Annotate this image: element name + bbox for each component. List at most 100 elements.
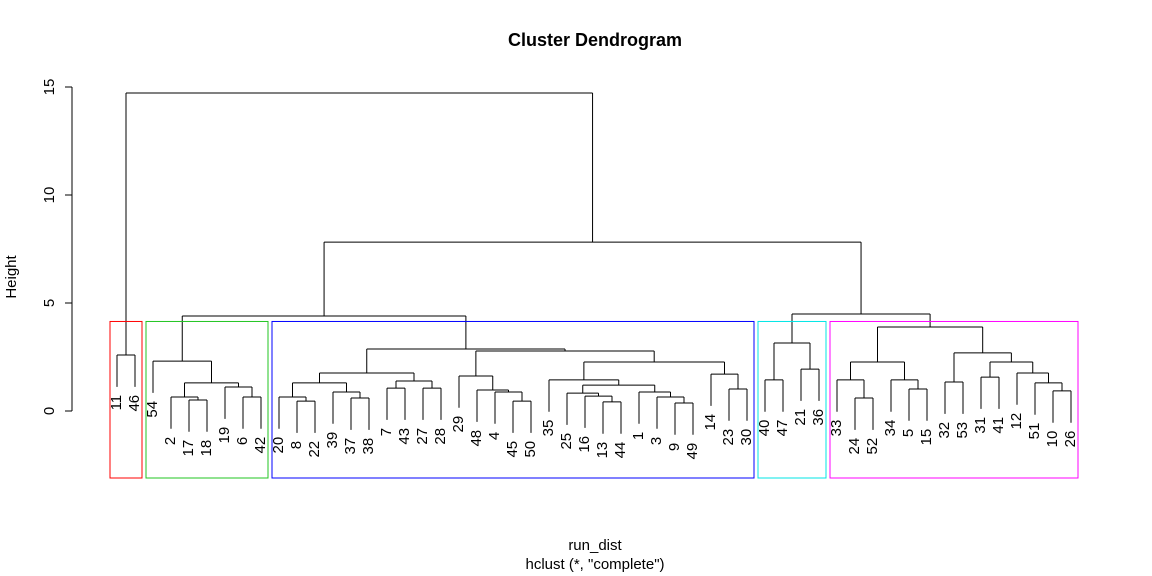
branch bbox=[494, 391, 523, 424]
branch bbox=[989, 361, 1034, 378]
leaf-label: 22 bbox=[306, 441, 323, 458]
chart-title: Cluster Dendrogram bbox=[508, 30, 682, 50]
branch bbox=[170, 396, 199, 429]
branch bbox=[548, 379, 620, 412]
x-axis-label: run_dist bbox=[568, 537, 622, 554]
leaf-label: 23 bbox=[720, 429, 737, 446]
subtitle: hclust (*, "complete") bbox=[525, 556, 664, 573]
branch bbox=[458, 375, 494, 408]
branch bbox=[566, 392, 599, 425]
branch bbox=[854, 397, 874, 430]
branch bbox=[386, 387, 406, 420]
leaf-label: 44 bbox=[612, 442, 629, 459]
branch bbox=[791, 313, 931, 343]
branch bbox=[584, 395, 613, 428]
branch bbox=[366, 348, 566, 373]
leaf-label: 10 bbox=[1044, 431, 1061, 448]
branch bbox=[773, 342, 811, 380]
leaf-label: 18 bbox=[198, 440, 215, 457]
y-tick-label: 0 bbox=[41, 407, 58, 415]
leaf-label: 2 bbox=[162, 437, 179, 445]
branch bbox=[125, 92, 594, 356]
leaf-label: 48 bbox=[468, 430, 485, 447]
branch bbox=[184, 382, 239, 397]
branch bbox=[323, 241, 862, 316]
branch bbox=[980, 376, 1000, 409]
branch bbox=[395, 380, 433, 389]
cluster-box bbox=[109, 320, 143, 479]
branch bbox=[656, 396, 685, 429]
leaf-label: 1 bbox=[630, 432, 647, 440]
leaf-label: 3 bbox=[648, 437, 665, 445]
leaf-label: 33 bbox=[828, 420, 845, 437]
leaf-label: 46 bbox=[126, 395, 143, 412]
branch bbox=[944, 381, 964, 414]
y-tick-label: 15 bbox=[41, 79, 58, 96]
leaf-label: 26 bbox=[1062, 431, 1079, 448]
y-tick-label: 10 bbox=[41, 187, 58, 204]
branch bbox=[1016, 372, 1049, 405]
branch bbox=[224, 386, 253, 419]
branch bbox=[800, 368, 820, 401]
branch bbox=[332, 391, 361, 424]
branch bbox=[674, 402, 694, 435]
branch bbox=[764, 379, 784, 412]
branch bbox=[181, 315, 467, 362]
leaf-label: 43 bbox=[396, 428, 413, 445]
leaf-label: 11 bbox=[108, 395, 125, 411]
branch bbox=[602, 401, 622, 434]
branch bbox=[583, 361, 725, 380]
leaf-label: 19 bbox=[216, 427, 233, 444]
leaf-label: 42 bbox=[252, 437, 269, 454]
branch bbox=[1052, 390, 1072, 423]
branch bbox=[116, 354, 136, 387]
branch bbox=[242, 396, 262, 429]
leaf-label: 37 bbox=[342, 438, 359, 455]
branch bbox=[476, 389, 509, 422]
leaf-label: 47 bbox=[774, 420, 791, 437]
cluster-box bbox=[757, 320, 827, 479]
branch bbox=[953, 352, 1012, 383]
leaf-label: 21 bbox=[792, 409, 809, 426]
leaf-label: 32 bbox=[936, 422, 953, 439]
leaf-label: 20 bbox=[270, 437, 287, 454]
leaf-label: 24 bbox=[846, 438, 863, 455]
branch bbox=[908, 388, 928, 421]
branch bbox=[710, 373, 739, 406]
cluster-box bbox=[271, 320, 755, 479]
leaf-label: 39 bbox=[324, 432, 341, 449]
leaf-label: 31 bbox=[972, 417, 989, 434]
leaf-label: 7 bbox=[378, 428, 395, 436]
leaf-label: 25 bbox=[558, 433, 575, 450]
branch bbox=[422, 387, 442, 420]
leaf-label: 38 bbox=[360, 438, 377, 455]
leaf-label: 13 bbox=[594, 442, 611, 459]
leaf-label: 34 bbox=[882, 420, 899, 437]
branch bbox=[278, 396, 307, 429]
cluster-box bbox=[145, 320, 269, 479]
branch bbox=[890, 379, 919, 412]
leaf-label: 12 bbox=[1008, 413, 1025, 430]
branch bbox=[475, 350, 655, 377]
branch bbox=[350, 397, 370, 430]
leaf-label: 35 bbox=[540, 420, 557, 437]
leaf-label: 28 bbox=[432, 428, 449, 445]
leaf-label: 9 bbox=[666, 443, 683, 451]
cluster-box bbox=[829, 320, 1079, 479]
branch bbox=[1034, 382, 1063, 415]
leaf-label: 5 bbox=[900, 429, 917, 437]
leaf-label: 30 bbox=[738, 429, 755, 446]
branch bbox=[319, 372, 415, 383]
branch bbox=[582, 384, 656, 394]
branch bbox=[512, 400, 532, 433]
branch bbox=[850, 361, 905, 380]
branch bbox=[188, 399, 208, 432]
leaf-label: 8 bbox=[288, 441, 305, 449]
leaf-label: 27 bbox=[414, 428, 431, 445]
leaf-label: 40 bbox=[756, 420, 773, 437]
branch bbox=[152, 360, 212, 393]
leaf-label: 17 bbox=[180, 440, 197, 457]
leaf-label: 36 bbox=[810, 409, 827, 426]
leaf-label: 51 bbox=[1026, 423, 1043, 440]
